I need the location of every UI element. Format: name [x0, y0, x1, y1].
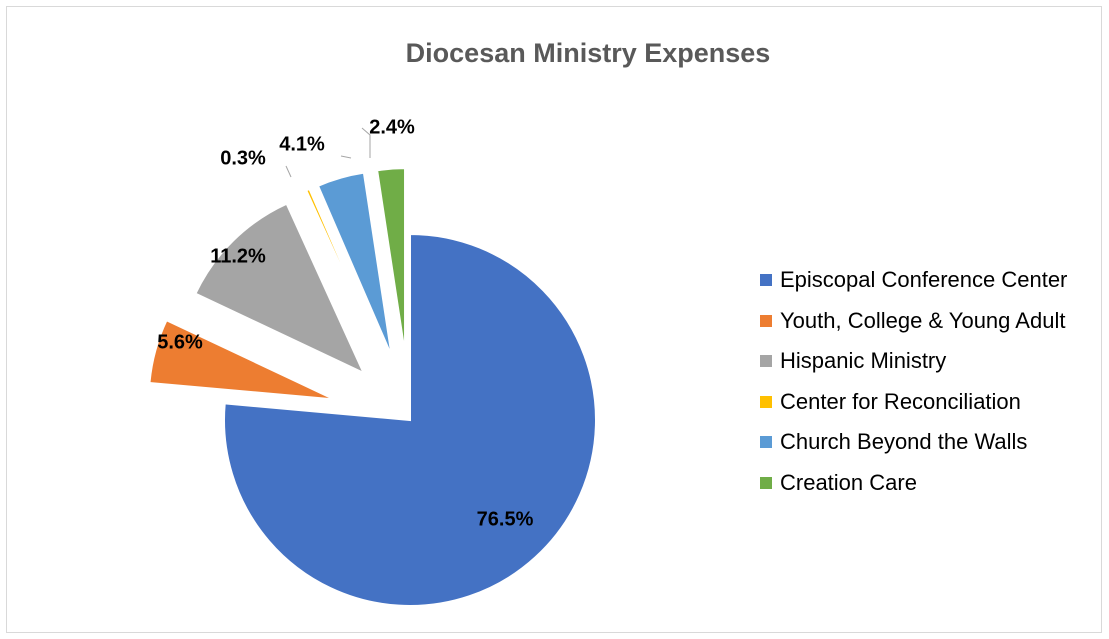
chart-legend: Episcopal Conference Center Youth, Colleg…: [760, 260, 1067, 503]
legend-swatch-2: [760, 314, 772, 327]
legend-label-1: Episcopal Conference Center: [780, 267, 1068, 293]
chart-title: Diocesan Ministry Expenses: [405, 38, 771, 68]
leader-line-1: [285, 165, 292, 178]
pie-slice-6: [375, 167, 407, 355]
legend-swatch-4: [760, 395, 772, 408]
legend-item-1: Episcopal Conference Center: [760, 260, 1067, 301]
data-label-1: 76.5%: [477, 508, 534, 530]
legend-label-6: Creation Care: [780, 469, 917, 495]
pie-slice-1: [223, 232, 597, 607]
legend-label-3: Hispanic Ministry: [780, 348, 947, 374]
legend-item-6: Creation Care: [760, 463, 1067, 504]
legend-item-4: Center for Reconciliation: [760, 382, 1067, 423]
legend-label-5: Church Beyond the Walls: [780, 429, 1028, 455]
legend-swatch-5: [760, 436, 772, 449]
legend-label-4: Center for Reconciliation: [780, 388, 1021, 414]
legend-swatch-1: [760, 274, 772, 287]
legend-item-5: Church Beyond the Walls: [760, 422, 1067, 463]
leader-line-2: [340, 155, 352, 159]
data-label-6: 2.4%: [369, 116, 415, 138]
leader-line-3: [361, 127, 371, 158]
pie-slice-2: [148, 318, 336, 401]
data-label-2: 5.6%: [157, 331, 203, 353]
data-label-5: 4.1%: [279, 133, 325, 155]
legend-item-2: Youth, College & Young Adult: [760, 301, 1067, 342]
legend-swatch-6: [760, 476, 772, 489]
pie-slice-3: [194, 202, 366, 376]
pie-slice-4: [304, 187, 385, 361]
legend-label-2: Youth, College & Young Adult: [780, 307, 1066, 333]
legend-item-3: Hispanic Ministry: [760, 341, 1067, 382]
data-label-4: 0.3%: [220, 147, 266, 169]
data-label-3: 11.2%: [210, 245, 266, 267]
pie-slice-5: [316, 171, 393, 357]
legend-swatch-3: [760, 355, 772, 368]
